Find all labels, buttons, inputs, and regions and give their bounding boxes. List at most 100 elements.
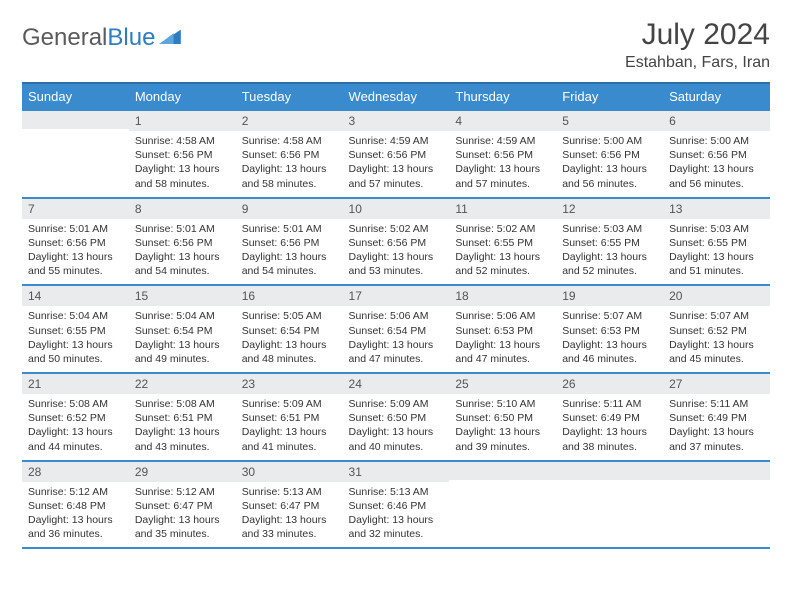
sunset-line: Sunset: 6:53 PM [562, 324, 657, 338]
sunrise-line: Sunrise: 5:01 AM [135, 222, 230, 236]
day-number: 19 [556, 286, 663, 306]
sunrise-line: Sunrise: 5:04 AM [135, 309, 230, 323]
sunset-line: Sunset: 6:49 PM [669, 411, 764, 425]
day-number: 23 [236, 374, 343, 394]
sunrise-line: Sunrise: 5:10 AM [455, 397, 550, 411]
day-number: 29 [129, 462, 236, 482]
day-details: Sunrise: 5:08 AMSunset: 6:52 PMDaylight:… [22, 394, 129, 460]
day-number: 9 [236, 199, 343, 219]
calendar-day-cell: 9Sunrise: 5:01 AMSunset: 6:56 PMDaylight… [236, 198, 343, 286]
day-number: 31 [343, 462, 450, 482]
calendar-day-cell: 28Sunrise: 5:12 AMSunset: 6:48 PMDayligh… [22, 461, 129, 549]
weekday-header: Wednesday [343, 83, 450, 110]
daylight-line: Daylight: 13 hours and 33 minutes. [242, 513, 337, 541]
day-details: Sunrise: 5:11 AMSunset: 6:49 PMDaylight:… [663, 394, 770, 460]
sunset-line: Sunset: 6:56 PM [349, 148, 444, 162]
day-details: Sunrise: 4:59 AMSunset: 6:56 PMDaylight:… [343, 131, 450, 197]
sunset-line: Sunset: 6:56 PM [562, 148, 657, 162]
sunrise-line: Sunrise: 5:09 AM [242, 397, 337, 411]
day-number [449, 462, 556, 480]
day-details: Sunrise: 5:08 AMSunset: 6:51 PMDaylight:… [129, 394, 236, 460]
location-label: Estahban, Fars, Iran [625, 54, 770, 72]
sunrise-line: Sunrise: 5:03 AM [562, 222, 657, 236]
day-number: 12 [556, 199, 663, 219]
calendar-table: SundayMondayTuesdayWednesdayThursdayFrid… [22, 82, 770, 549]
sunrise-line: Sunrise: 5:11 AM [669, 397, 764, 411]
day-number: 4 [449, 111, 556, 131]
sunrise-line: Sunrise: 5:06 AM [349, 309, 444, 323]
calendar-day-cell: 7Sunrise: 5:01 AMSunset: 6:56 PMDaylight… [22, 198, 129, 286]
sunset-line: Sunset: 6:52 PM [28, 411, 123, 425]
month-title: July 2024 [625, 18, 770, 52]
daylight-line: Daylight: 13 hours and 56 minutes. [562, 162, 657, 190]
day-details: Sunrise: 5:13 AMSunset: 6:47 PMDaylight:… [236, 482, 343, 548]
sunrise-line: Sunrise: 5:03 AM [669, 222, 764, 236]
sunset-line: Sunset: 6:51 PM [242, 411, 337, 425]
daylight-line: Daylight: 13 hours and 36 minutes. [28, 513, 123, 541]
day-details: Sunrise: 5:00 AMSunset: 6:56 PMDaylight:… [663, 131, 770, 197]
daylight-line: Daylight: 13 hours and 52 minutes. [562, 250, 657, 278]
sunrise-line: Sunrise: 5:02 AM [455, 222, 550, 236]
sunset-line: Sunset: 6:53 PM [455, 324, 550, 338]
daylight-line: Daylight: 13 hours and 43 minutes. [135, 425, 230, 453]
sunset-line: Sunset: 6:56 PM [349, 236, 444, 250]
sunset-line: Sunset: 6:51 PM [135, 411, 230, 425]
day-number: 10 [343, 199, 450, 219]
weekday-header: Monday [129, 83, 236, 110]
title-block: July 2024 Estahban, Fars, Iran [625, 18, 770, 72]
sunset-line: Sunset: 6:50 PM [455, 411, 550, 425]
day-details: Sunrise: 5:02 AMSunset: 6:56 PMDaylight:… [343, 219, 450, 285]
daylight-line: Daylight: 13 hours and 47 minutes. [349, 338, 444, 366]
calendar-day-cell: 3Sunrise: 4:59 AMSunset: 6:56 PMDaylight… [343, 110, 450, 198]
calendar-day-cell: 27Sunrise: 5:11 AMSunset: 6:49 PMDayligh… [663, 373, 770, 461]
daylight-line: Daylight: 13 hours and 40 minutes. [349, 425, 444, 453]
sunset-line: Sunset: 6:56 PM [135, 236, 230, 250]
day-number: 22 [129, 374, 236, 394]
day-details: Sunrise: 5:01 AMSunset: 6:56 PMDaylight:… [22, 219, 129, 285]
calendar-day-cell [663, 461, 770, 549]
day-details: Sunrise: 5:01 AMSunset: 6:56 PMDaylight:… [236, 219, 343, 285]
day-details: Sunrise: 5:11 AMSunset: 6:49 PMDaylight:… [556, 394, 663, 460]
calendar-week-row: 21Sunrise: 5:08 AMSunset: 6:52 PMDayligh… [22, 373, 770, 461]
sunset-line: Sunset: 6:56 PM [28, 236, 123, 250]
calendar-week-row: 14Sunrise: 5:04 AMSunset: 6:55 PMDayligh… [22, 285, 770, 373]
daylight-line: Daylight: 13 hours and 32 minutes. [349, 513, 444, 541]
calendar-week-row: 7Sunrise: 5:01 AMSunset: 6:56 PMDaylight… [22, 198, 770, 286]
daylight-line: Daylight: 13 hours and 46 minutes. [562, 338, 657, 366]
day-number: 3 [343, 111, 450, 131]
day-details: Sunrise: 5:00 AMSunset: 6:56 PMDaylight:… [556, 131, 663, 197]
calendar-week-row: 1Sunrise: 4:58 AMSunset: 6:56 PMDaylight… [22, 110, 770, 198]
calendar-day-cell: 12Sunrise: 5:03 AMSunset: 6:55 PMDayligh… [556, 198, 663, 286]
day-details: Sunrise: 5:03 AMSunset: 6:55 PMDaylight:… [556, 219, 663, 285]
day-number: 21 [22, 374, 129, 394]
daylight-line: Daylight: 13 hours and 44 minutes. [28, 425, 123, 453]
calendar-day-cell: 25Sunrise: 5:10 AMSunset: 6:50 PMDayligh… [449, 373, 556, 461]
sunrise-line: Sunrise: 5:01 AM [28, 222, 123, 236]
day-number: 18 [449, 286, 556, 306]
day-details: Sunrise: 5:07 AMSunset: 6:52 PMDaylight:… [663, 306, 770, 372]
sunset-line: Sunset: 6:52 PM [669, 324, 764, 338]
sunrise-line: Sunrise: 5:08 AM [28, 397, 123, 411]
sunset-line: Sunset: 6:56 PM [669, 148, 764, 162]
calendar-day-cell: 13Sunrise: 5:03 AMSunset: 6:55 PMDayligh… [663, 198, 770, 286]
day-number: 6 [663, 111, 770, 131]
day-details: Sunrise: 4:58 AMSunset: 6:56 PMDaylight:… [236, 131, 343, 197]
daylight-line: Daylight: 13 hours and 55 minutes. [28, 250, 123, 278]
day-details: Sunrise: 5:09 AMSunset: 6:51 PMDaylight:… [236, 394, 343, 460]
sunrise-line: Sunrise: 5:09 AM [349, 397, 444, 411]
daylight-line: Daylight: 13 hours and 54 minutes. [242, 250, 337, 278]
calendar-day-cell: 18Sunrise: 5:06 AMSunset: 6:53 PMDayligh… [449, 285, 556, 373]
day-number: 15 [129, 286, 236, 306]
day-number: 1 [129, 111, 236, 131]
weekday-header: Friday [556, 83, 663, 110]
day-details: Sunrise: 5:01 AMSunset: 6:56 PMDaylight:… [129, 219, 236, 285]
day-details: Sunrise: 5:12 AMSunset: 6:47 PMDaylight:… [129, 482, 236, 548]
calendar-day-cell: 17Sunrise: 5:06 AMSunset: 6:54 PMDayligh… [343, 285, 450, 373]
sunset-line: Sunset: 6:55 PM [669, 236, 764, 250]
day-number [22, 111, 129, 129]
sunrise-line: Sunrise: 5:07 AM [562, 309, 657, 323]
sunrise-line: Sunrise: 5:13 AM [242, 485, 337, 499]
day-number: 5 [556, 111, 663, 131]
day-details: Sunrise: 5:04 AMSunset: 6:55 PMDaylight:… [22, 306, 129, 372]
daylight-line: Daylight: 13 hours and 38 minutes. [562, 425, 657, 453]
